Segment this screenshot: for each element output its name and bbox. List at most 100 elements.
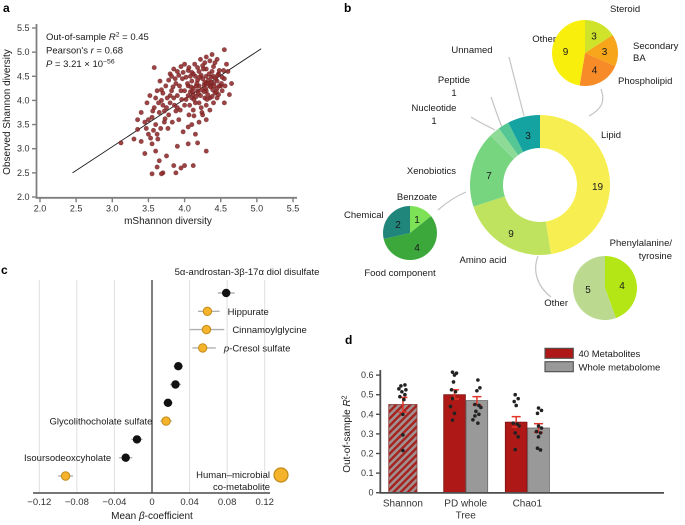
scatter-point (172, 76, 178, 82)
scatter-point (138, 138, 144, 144)
bar-whole-metabolome (465, 400, 489, 494)
amino-pie-label-phenylalanine: Phenylalanine/ (610, 238, 673, 249)
y-tick-label: 5.5 (17, 23, 30, 33)
x-tick-label: −0.12 (27, 497, 51, 508)
x-axis-label: mShannon diversity (124, 216, 212, 227)
x-tick-label: 0.04 (180, 497, 199, 508)
scatter-point (189, 69, 195, 75)
x-tick-label: 3.5 (142, 204, 155, 214)
scatter-point (216, 67, 222, 73)
scatter-point (158, 171, 164, 177)
category-label: Shannon (383, 499, 423, 510)
xeno-pie-label-chemical: Chemical (344, 210, 384, 221)
scatter-point (167, 100, 173, 106)
scatter-point (142, 119, 148, 125)
sample-dot (452, 373, 457, 377)
sample-dot (536, 424, 541, 428)
scatter-point (185, 93, 191, 99)
donut-label-amino-acid: Amino acid (460, 255, 507, 266)
scatter-point (182, 88, 188, 94)
scatter-point (196, 119, 202, 125)
sample-dot (475, 388, 479, 393)
sample-dot (453, 389, 458, 394)
scatter-point (154, 164, 160, 170)
scatter-point (174, 93, 180, 99)
scatter-point (153, 148, 159, 154)
scatter-point (171, 95, 177, 101)
y-tick-label: 3.0 (17, 144, 30, 154)
leader-nucleotide (470, 116, 496, 131)
sample-dot (474, 409, 478, 414)
sample-dot (451, 380, 456, 384)
scatter-point (164, 95, 170, 101)
scatter-point (221, 67, 227, 73)
scatter-point (144, 100, 150, 106)
scatter-point (185, 141, 191, 147)
scatter-point (171, 102, 177, 108)
y-tick-label: 4.0 (17, 95, 30, 105)
xeno-pie-value-benzoate: 1 (414, 215, 420, 226)
lipid-pie-value-other: 9 (563, 47, 569, 58)
metabolite-point-cometabolite (60, 471, 71, 481)
lipid-pie-segment-steroid (585, 20, 613, 53)
scatter-point (135, 126, 141, 132)
donut-segment-lipid (540, 115, 610, 255)
scatter-point (169, 119, 175, 125)
sample-dot (479, 405, 483, 410)
sample-dot (517, 424, 521, 428)
scatter-point (206, 71, 212, 77)
scatter-point (156, 109, 162, 115)
category-label: Tree (456, 511, 477, 522)
xeno-pie-segment-food-component (383, 216, 437, 260)
scatter-point (182, 61, 188, 67)
y-tick-label: 0.6 (361, 370, 374, 380)
sample-dot (399, 384, 403, 388)
scatter-point (157, 78, 163, 84)
y-tick-label: 0 (368, 488, 373, 498)
scatter-point (203, 54, 209, 60)
scatter-point (212, 60, 218, 66)
scatter-point (193, 94, 199, 100)
point-label: Glycolithocholate sulfate (49, 417, 152, 428)
category-label: PD whole (444, 499, 487, 510)
y-tick-label: 0.1 (361, 468, 374, 478)
lipid-pie-value-secondary-ba: 3 (602, 47, 608, 58)
scatter-point (218, 81, 224, 87)
donut-segment-unnamed (508, 115, 540, 153)
scatter-point (205, 92, 211, 98)
bar-40-metabolites (388, 404, 418, 494)
sample-dot (513, 431, 517, 435)
metabolite-point (174, 362, 183, 371)
sample-dot (401, 412, 405, 417)
scatter-point (150, 127, 156, 133)
metabolite-point (163, 398, 173, 407)
scatter-chart-panel-a: 2.0 2.5 3.0 3.5 4.0 4.5 5.0 5.5 2.0 2.5 3.0 3.5 4.0 4… (2, 23, 299, 227)
scatter-point (190, 89, 196, 95)
scatter-point (170, 84, 176, 90)
scatter-point (229, 81, 235, 87)
legend-swatch (544, 361, 574, 373)
amino-pie-label-tyrosine: tyrosine (639, 251, 672, 262)
metabolite-point-cometabolite (198, 343, 208, 353)
lipid-pie-label-phospholipid: Phospholipid (618, 76, 672, 87)
legend-label: 40 Metabolites (579, 349, 641, 360)
amino-pie-value-other: 5 (585, 285, 591, 296)
sample-dot (539, 426, 544, 430)
scatter-point (189, 122, 195, 128)
sample-dot (538, 431, 543, 435)
scatter-point (156, 158, 162, 164)
sample-dot (513, 392, 517, 397)
sample-dot (536, 435, 541, 439)
sample-dot (450, 418, 455, 422)
scatter-point (145, 117, 151, 123)
scatter-point (197, 74, 203, 80)
amino-pie-segment-other (573, 256, 616, 320)
sample-dot (534, 429, 539, 434)
x-tick-label: 2.0 (34, 204, 47, 214)
scatter-point (179, 96, 185, 102)
sample-dot (403, 392, 407, 397)
scatter-point (189, 78, 195, 84)
donut-value-xeno: 7 (486, 171, 492, 182)
scatter-point (148, 135, 154, 141)
scatter-point (156, 100, 162, 106)
